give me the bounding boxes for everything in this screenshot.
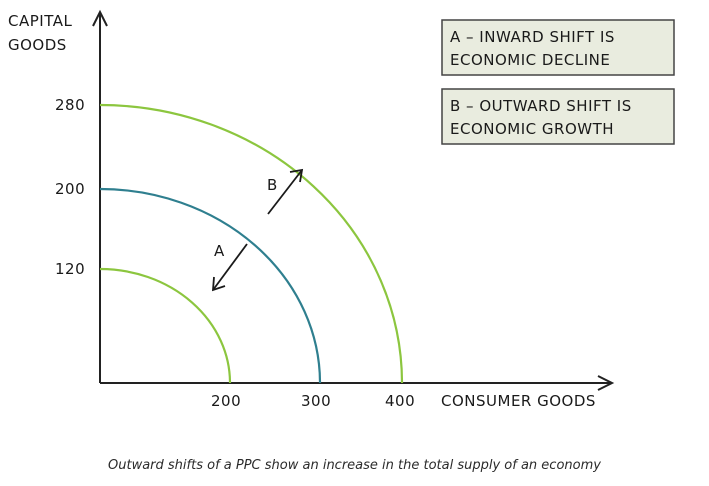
- figure-caption: Outward shifts of a PPC show an increase…: [108, 458, 601, 473]
- legend-a-line1: A – INWARD SHIFT IS: [450, 28, 615, 46]
- arrow-a-label: A: [214, 242, 225, 260]
- legend-box-b: [441, 88, 675, 145]
- arrow-b-shaft: [267, 169, 303, 215]
- arrow-a-shaft: [212, 243, 248, 291]
- ppc-curve-outer: [99, 103, 404, 384]
- ppc-curve-inner: [99, 267, 232, 384]
- arrow-a-head: [211, 276, 226, 292]
- y-tick-label: 200: [55, 180, 85, 198]
- arrow-b-label: B: [267, 176, 278, 194]
- x-axis-label: CONSUMER GOODS: [441, 392, 596, 410]
- y-axis-label-line1: CAPITAL: [8, 12, 72, 30]
- legend-b-line1: B – OUTWARD SHIFT IS: [450, 97, 632, 115]
- ppc-curve-middle: [99, 187, 322, 384]
- y-tick-label: 280: [55, 96, 85, 114]
- legend-a-line2: ECONOMIC DECLINE: [450, 51, 610, 69]
- legend-b-line2: ECONOMIC GROWTH: [450, 120, 614, 138]
- x-tick-label: 300: [301, 392, 331, 410]
- x-axis-arrowhead: [597, 375, 615, 391]
- x-tick-label: 200: [211, 392, 241, 410]
- y-axis-arrowhead: [92, 9, 108, 27]
- legend-box-a: [441, 19, 675, 76]
- x-tick-label: 400: [385, 392, 415, 410]
- arrow-b-head: [289, 168, 304, 183]
- y-axis-label-line2: GOODS: [8, 36, 67, 54]
- y-tick-label: 120: [55, 260, 85, 278]
